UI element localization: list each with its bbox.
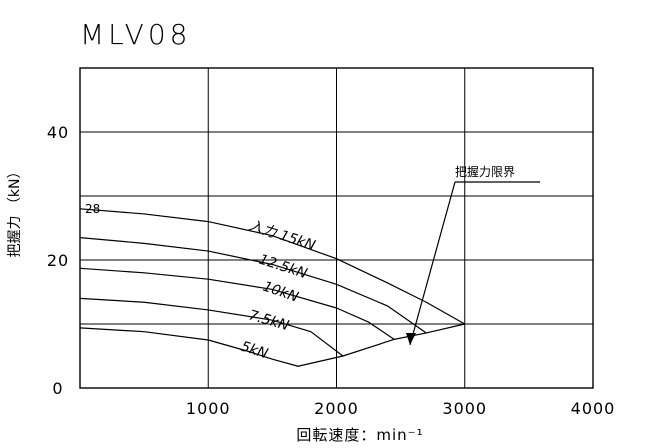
series-label-2: 10kN	[261, 279, 301, 306]
label-layer: MLV08 1000 2000 3000 4000 0 20 40 28 回転速度：min⁻¹ 把握…	[7, 18, 616, 444]
limit-leader	[409, 181, 456, 346]
series-label-1: 12.5kN	[257, 252, 310, 283]
limit-label: 把握力限界	[455, 164, 515, 179]
x-tick-label-3000: 3000	[442, 399, 487, 418]
series-line-3	[79, 297, 344, 357]
series-label-0: 入力 15kN	[247, 218, 318, 255]
series-layer	[79, 208, 466, 367]
series-line-0	[79, 208, 466, 325]
y-tick-label-20: 20	[47, 251, 69, 270]
x-tick-label-2000: 2000	[314, 399, 359, 418]
y-tick-label-0: 0	[52, 379, 63, 398]
x-axis-title: 回転速度：min⁻¹	[296, 426, 423, 444]
chart-title: MLV08	[80, 18, 191, 51]
series-line-4	[79, 327, 299, 367]
series-label-4: 5kN	[239, 339, 271, 363]
series-label-3: 7.5kN	[247, 307, 291, 334]
grid-layer	[79, 67, 594, 389]
series-line-5	[297, 323, 466, 367]
series-line-2	[79, 267, 395, 340]
limit-arrowhead	[406, 333, 416, 345]
start-marker-label: 28	[85, 202, 100, 216]
series-line-1	[79, 237, 427, 334]
x-tick-label-4000: 4000	[571, 399, 616, 418]
y-tick-label-40: 40	[47, 123, 69, 142]
y-axis-title: 把握力 （kN）	[7, 164, 23, 257]
x-tick-label-1000: 1000	[186, 399, 231, 418]
